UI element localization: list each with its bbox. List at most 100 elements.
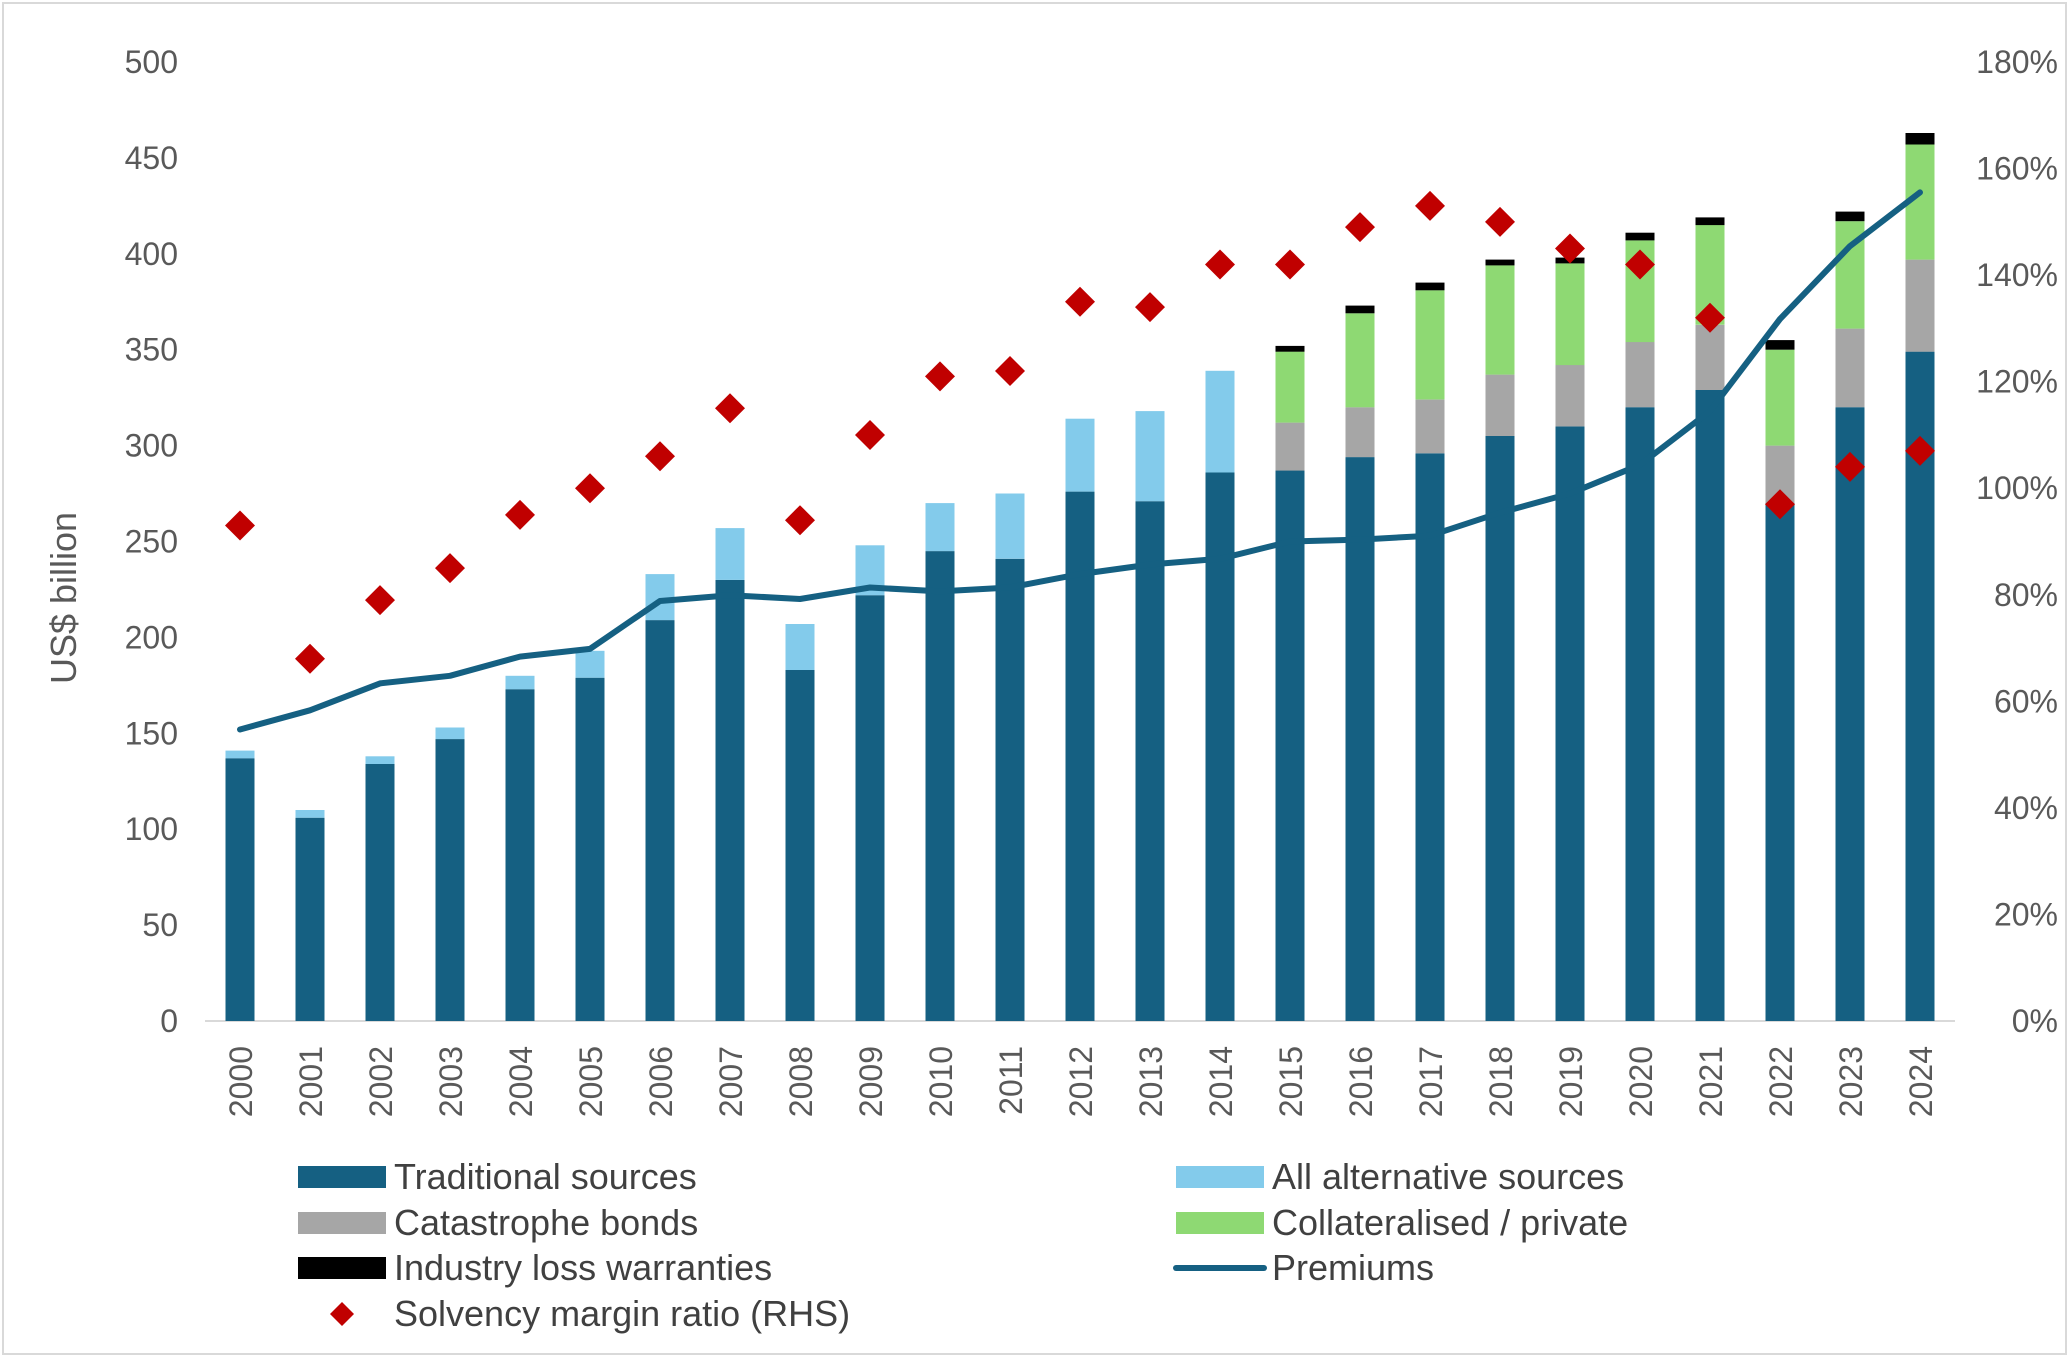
solvency-marker [505, 499, 535, 530]
x-tick-label: 2013 [1133, 1046, 1169, 1117]
x-tick-label: 2008 [783, 1046, 819, 1117]
bar-collateralised-private [1275, 351, 1305, 423]
solvency-marker [1415, 190, 1445, 221]
x-tick-label: 2014 [1203, 1046, 1239, 1117]
solvency-marker [925, 361, 955, 392]
bar-industry-loss-warranties [1835, 211, 1865, 222]
bar-traditional-sources [365, 764, 395, 1021]
y-axis-right: 180% 160% 140% 120% 100% 80% 60% 40% 20% 0% [1976, 44, 2058, 1039]
bar-traditional-sources [1695, 390, 1725, 1021]
bar-all-alternative-sources [225, 750, 255, 759]
bars-group [225, 133, 1935, 1022]
bar-catastrophe-bonds [1835, 328, 1865, 408]
y-tick-label-left: 500 [125, 44, 178, 80]
bar-traditional-sources [295, 817, 325, 1021]
legend-swatch-solvency-margin-ratio-rhs [330, 1302, 354, 1326]
y-tick-label-left: 350 [125, 332, 178, 368]
bar-all-alternative-sources [1135, 411, 1165, 502]
legend-label-traditional-sources: Traditional sources [394, 1156, 697, 1197]
bar-traditional-sources [505, 689, 535, 1021]
y-tick-label-right: 160% [1976, 151, 2058, 187]
y-tick-label-right: 20% [1994, 896, 2058, 932]
x-tick-label: 2011 [993, 1046, 1029, 1115]
bar-catastrophe-bonds [1555, 365, 1585, 427]
bar-all-alternative-sources [995, 493, 1025, 559]
legend-label-industry-loss-warranties: Industry loss warranties [394, 1247, 772, 1288]
bar-traditional-sources [715, 579, 745, 1021]
bar-traditional-sources [1345, 457, 1375, 1022]
bar-traditional-sources [1135, 501, 1165, 1021]
solvency-marker [1135, 292, 1165, 323]
legend-label-collateralised-private: Collateralised / private [1272, 1202, 1628, 1243]
y-tick-label-left: 150 [125, 715, 178, 751]
y-tick-label-left: 0 [160, 1003, 178, 1039]
y-tick-label-right: 140% [1976, 257, 2058, 293]
solvency-marker [855, 419, 885, 450]
bar-all-alternative-sources [435, 727, 465, 739]
y-tick-label-left: 250 [125, 524, 178, 560]
x-tick-label: 2005 [573, 1046, 609, 1117]
x-tick-label: 2007 [713, 1046, 749, 1117]
solvency-marker [225, 510, 255, 541]
bar-catastrophe-bonds [1415, 399, 1445, 454]
bar-collateralised-private [1485, 265, 1515, 375]
solvency-marker [365, 585, 395, 616]
bar-traditional-sources [1065, 491, 1095, 1022]
x-tick-label: 2015 [1273, 1046, 1309, 1117]
bar-collateralised-private [1765, 349, 1795, 446]
bar-all-alternative-sources [1205, 370, 1235, 473]
bar-traditional-sources [785, 670, 815, 1021]
bar-traditional-sources [1765, 503, 1795, 1022]
bar-catastrophe-bonds [1345, 407, 1375, 458]
x-tick-label: 2020 [1623, 1046, 1659, 1117]
y-tick-label-right: 180% [1976, 44, 2058, 80]
legend-swatch-all-alternative-sources [1176, 1166, 1264, 1188]
solvency-marker [1555, 233, 1585, 264]
bar-traditional-sources [645, 620, 675, 1021]
x-tick-label: 2010 [923, 1046, 959, 1117]
bar-traditional-sources [1835, 407, 1865, 1021]
bar-all-alternative-sources [505, 675, 535, 690]
x-tick-label: 2003 [433, 1046, 469, 1117]
bar-all-alternative-sources [645, 574, 675, 621]
bar-traditional-sources [1415, 453, 1445, 1021]
bar-industry-loss-warranties [1905, 133, 1935, 145]
x-tick-label: 2018 [1483, 1046, 1519, 1117]
bar-all-alternative-sources [785, 624, 815, 670]
bar-industry-loss-warranties [1345, 305, 1375, 314]
solvency-marker [1765, 489, 1795, 520]
x-tick-label: 2019 [1553, 1046, 1589, 1117]
bar-industry-loss-warranties [1695, 217, 1725, 226]
bar-catastrophe-bonds [1905, 259, 1935, 352]
solvency-marker [295, 643, 325, 674]
solvency-marker [995, 356, 1025, 387]
solvency-marker [1625, 249, 1655, 280]
legend-swatch-traditional-sources [298, 1166, 386, 1188]
x-tick-label: 2017 [1413, 1046, 1449, 1117]
y-tick-label-left: 100 [125, 811, 178, 847]
x-tick-label: 2012 [1063, 1046, 1099, 1117]
y-tick-label-right: 100% [1976, 470, 2058, 506]
bar-all-alternative-sources [1065, 418, 1095, 492]
solvency-marker [1695, 302, 1725, 333]
x-tick-label: 2001 [293, 1046, 329, 1117]
x-tick-label: 2002 [363, 1046, 399, 1117]
bar-traditional-sources [435, 739, 465, 1021]
solvency-marker [1065, 286, 1095, 317]
legend-swatch-industry-loss-warranties [298, 1257, 386, 1279]
legend-label-catastrophe-bonds: Catastrophe bonds [394, 1202, 698, 1243]
x-tick-label: 2021 [1693, 1046, 1729, 1117]
solvency-marker [1905, 435, 1935, 466]
bar-catastrophe-bonds [1485, 374, 1515, 436]
solvency-marker [1835, 451, 1865, 482]
y-tick-label-left: 450 [125, 140, 178, 176]
bar-collateralised-private [1555, 263, 1585, 366]
solvency-marker [645, 441, 675, 472]
bar-all-alternative-sources [295, 810, 325, 818]
bar-collateralised-private [1415, 290, 1445, 400]
solvency-marker [1485, 206, 1515, 237]
x-tick-label: 2009 [853, 1046, 889, 1117]
bar-industry-loss-warranties [1415, 282, 1445, 291]
